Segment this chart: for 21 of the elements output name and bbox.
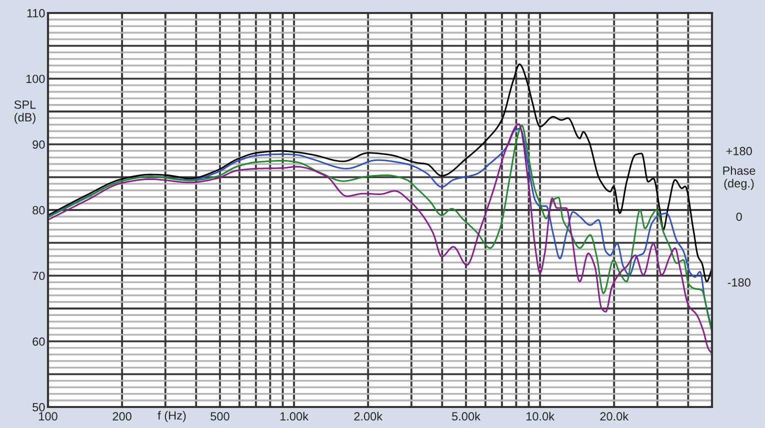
y-tick-label: 50 <box>32 403 45 412</box>
y2-tick-label: +180 <box>726 146 752 156</box>
y-tick-label: 70 <box>32 272 45 280</box>
y-tick-label: 80 <box>32 206 45 214</box>
y2-tick-label: -180 <box>728 278 750 287</box>
x-tick-label: 200 <box>112 412 132 421</box>
x-tick-label: 10.0k <box>526 412 554 421</box>
x-tick-label: 20.0k <box>600 412 629 421</box>
y-axis-title: SPL (dB) <box>14 100 36 124</box>
y2-axis-title: Phase (deg.) <box>723 166 756 190</box>
y2-tick-label: 0 <box>736 212 742 221</box>
y-tick-label: 110 <box>27 9 45 18</box>
x-tick-label: 5.00k <box>452 412 480 421</box>
y-tick-label: 100 <box>26 74 45 84</box>
y-tick-label: 90 <box>32 140 45 149</box>
x-tick-label: 1.00k <box>280 412 308 421</box>
x-tick-label: 500 <box>210 412 230 421</box>
x-axis-title: f (Hz) <box>158 410 186 422</box>
y-tick-label: 60 <box>32 337 45 346</box>
x-tick-label: 100 <box>39 412 58 421</box>
x-tick-label: 2.00k <box>354 412 383 421</box>
